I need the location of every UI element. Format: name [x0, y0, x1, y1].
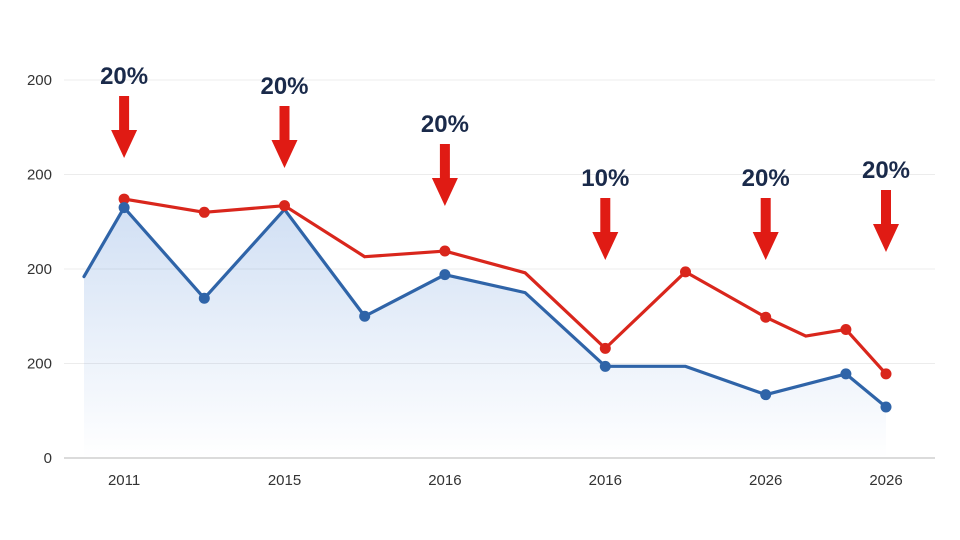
y-tick-label: 200: [27, 261, 52, 278]
red-data-point: [840, 323, 852, 335]
percent-label: 20%: [421, 111, 469, 138]
red-data-point: [599, 342, 611, 354]
blue-data-point: [599, 360, 611, 372]
red-data-point: [760, 311, 772, 323]
down-arrow-icon: [592, 198, 619, 260]
series-lines: [82, 197, 888, 409]
red-data-point: [680, 266, 691, 278]
red-series-line: [122, 197, 888, 376]
down-arrow-icon: [111, 96, 138, 158]
x-axis-ticks: 2011 2015 2016 2016 2026 2026: [108, 472, 903, 489]
x-tick-label: 2026: [749, 472, 782, 489]
red-data-point: [198, 206, 210, 218]
down-arrow-icon: [873, 190, 899, 252]
percent-label: 10%: [581, 165, 629, 192]
y-tick-label: 200: [27, 356, 52, 373]
x-tick-label: 2016: [428, 472, 461, 489]
x-tick-label: 2026: [869, 472, 902, 489]
blue-data-point: [760, 389, 772, 401]
y-axis-ticks: 0 200 200 200 200: [27, 72, 52, 467]
blue-series-area: [84, 207, 886, 458]
down-arrow-icon: [752, 198, 779, 260]
percent-label: 20%: [862, 157, 910, 184]
red-data-point: [880, 368, 892, 380]
percent-label: 20%: [100, 63, 148, 90]
blue-data-point: [118, 202, 130, 214]
percent-label: 20%: [260, 73, 308, 100]
blue-data-point: [198, 292, 210, 304]
blue-series-fill: [84, 207, 886, 458]
x-tick-label: 2015: [268, 472, 301, 489]
down-arrow-icon: [431, 144, 458, 206]
red-data-point: [439, 245, 451, 257]
blue-data-point: [439, 269, 451, 281]
y-tick-label: 200: [27, 167, 52, 184]
x-tick-label: 2016: [589, 472, 622, 489]
series-markers: [118, 193, 892, 413]
red-data-point: [279, 200, 290, 212]
down-arrow-icon: [271, 106, 298, 168]
blue-data-point: [359, 310, 371, 322]
blue-series-line: [82, 205, 888, 409]
blue-data-point: [840, 368, 852, 380]
percent-annotations: 20% 20% 20% 10% 20% 20%: [100, 63, 910, 260]
y-tick-label: 0: [44, 450, 52, 467]
y-tick-label: 200: [27, 72, 52, 89]
blue-data-point: [880, 401, 892, 413]
red-data-point: [118, 193, 130, 205]
x-tick-label: 2011: [108, 472, 140, 489]
percent-label: 20%: [742, 165, 790, 192]
